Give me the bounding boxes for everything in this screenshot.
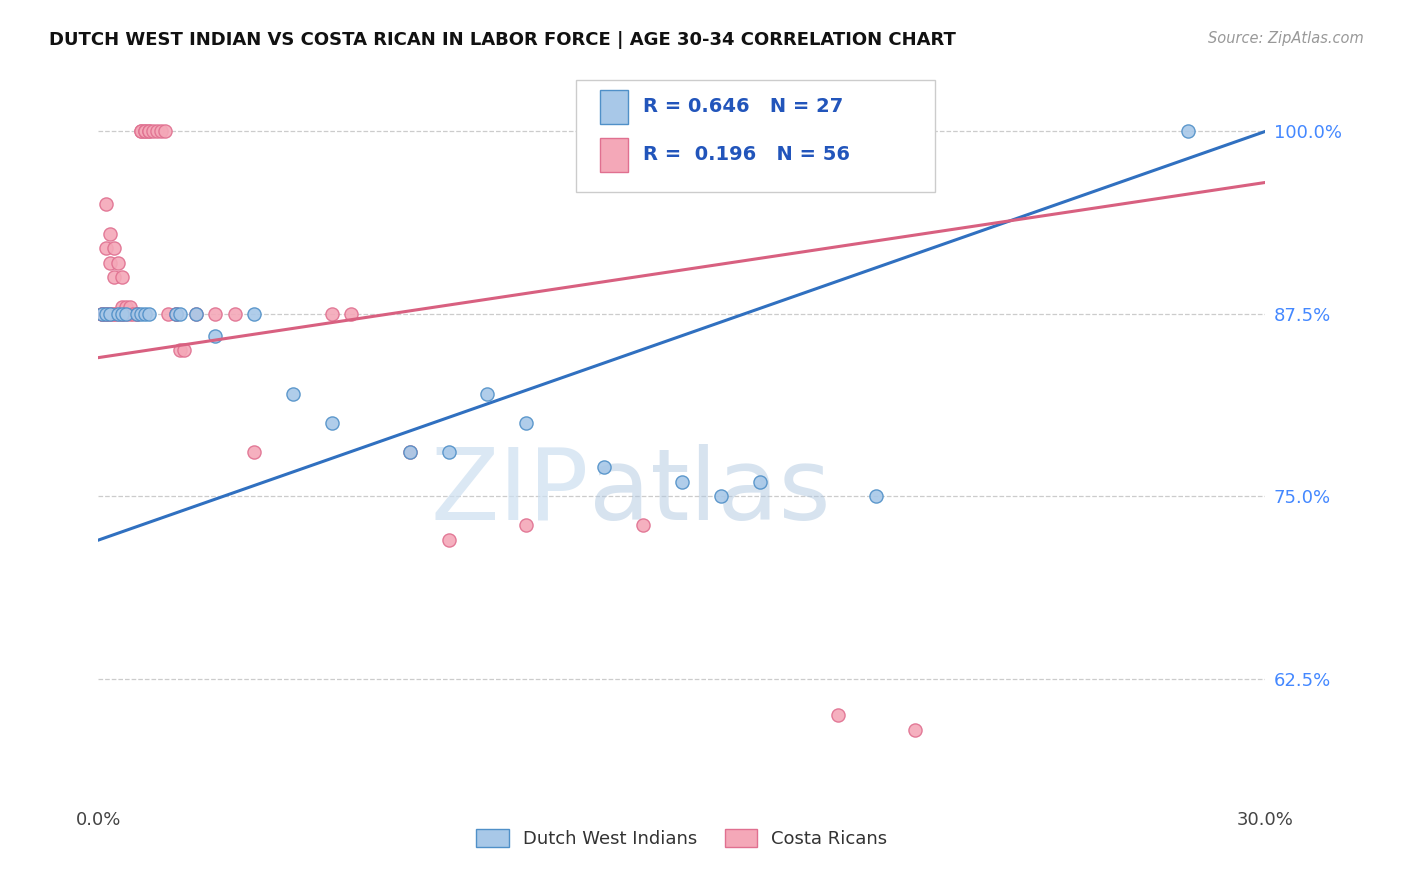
Point: [91, 307, 114, 321]
Point: [204, 307, 226, 321]
Point: [118, 300, 141, 314]
Legend: Dutch West Indians, Costa Ricans: Dutch West Indians, Costa Ricans: [470, 822, 894, 855]
Point: [96, 307, 118, 321]
Point: [515, 518, 537, 533]
Point: [138, 307, 160, 321]
Point: [96, 307, 118, 321]
Point: [98, 307, 121, 321]
Point: [157, 307, 180, 321]
Point: [1177, 124, 1199, 138]
Point: [118, 307, 141, 321]
Point: [98, 307, 121, 321]
Point: [165, 307, 187, 321]
Text: DUTCH WEST INDIAN VS COSTA RICAN IN LABOR FORCE | AGE 30-34 CORRELATION CHART: DUTCH WEST INDIAN VS COSTA RICAN IN LABO…: [49, 31, 956, 49]
Point: [169, 307, 191, 321]
Text: Source: ZipAtlas.com: Source: ZipAtlas.com: [1208, 31, 1364, 46]
Point: [142, 124, 165, 138]
Point: [184, 307, 207, 321]
Point: [96, 307, 118, 321]
Point: [91, 307, 114, 321]
Point: [321, 417, 343, 431]
Point: [149, 124, 172, 138]
Point: [98, 256, 121, 270]
Point: [114, 307, 136, 321]
Point: [103, 270, 125, 285]
Point: [437, 445, 460, 459]
Point: [710, 489, 733, 503]
Point: [91, 307, 114, 321]
Point: [107, 307, 129, 321]
Point: [127, 307, 149, 321]
Text: R = 0.646   N = 27: R = 0.646 N = 27: [643, 97, 842, 116]
Text: ZIP: ZIP: [430, 443, 589, 541]
Point: [111, 300, 134, 314]
Point: [96, 241, 118, 255]
Point: [169, 343, 191, 358]
Point: [515, 417, 537, 431]
Point: [107, 256, 129, 270]
Point: [321, 307, 343, 321]
Point: [173, 343, 195, 358]
Point: [114, 300, 136, 314]
Point: [103, 307, 125, 321]
Point: [904, 723, 927, 737]
Point: [437, 533, 460, 547]
Point: [224, 307, 246, 321]
Point: [184, 307, 207, 321]
Point: [593, 460, 616, 475]
Point: [865, 489, 887, 503]
Point: [153, 124, 176, 138]
Point: [204, 328, 226, 343]
Point: [243, 307, 266, 321]
Point: [129, 124, 152, 138]
Point: [98, 227, 121, 241]
Point: [243, 445, 266, 459]
Point: [129, 124, 152, 138]
Point: [398, 445, 420, 459]
Point: [398, 445, 420, 459]
Point: [827, 708, 849, 723]
Text: atlas: atlas: [589, 443, 830, 541]
Point: [134, 124, 156, 138]
Point: [127, 307, 149, 321]
Point: [129, 307, 152, 321]
Point: [671, 475, 693, 489]
Point: [96, 197, 118, 211]
Point: [91, 307, 114, 321]
Point: [111, 307, 134, 321]
Point: [111, 270, 134, 285]
Text: R =  0.196   N = 56: R = 0.196 N = 56: [643, 145, 849, 164]
Point: [340, 307, 363, 321]
Point: [103, 307, 125, 321]
Point: [146, 124, 169, 138]
Point: [127, 307, 149, 321]
Point: [134, 124, 156, 138]
Point: [138, 124, 160, 138]
Point: [111, 307, 134, 321]
Point: [631, 518, 654, 533]
Point: [122, 307, 145, 321]
Point: [134, 307, 156, 321]
Point: [98, 307, 121, 321]
Point: [103, 241, 125, 255]
Point: [165, 307, 187, 321]
Point: [138, 124, 160, 138]
Point: [114, 307, 136, 321]
Point: [477, 387, 499, 401]
Point: [111, 307, 134, 321]
Point: [748, 475, 770, 489]
Point: [107, 307, 129, 321]
Point: [96, 307, 118, 321]
Point: [281, 387, 304, 401]
Point: [165, 307, 187, 321]
